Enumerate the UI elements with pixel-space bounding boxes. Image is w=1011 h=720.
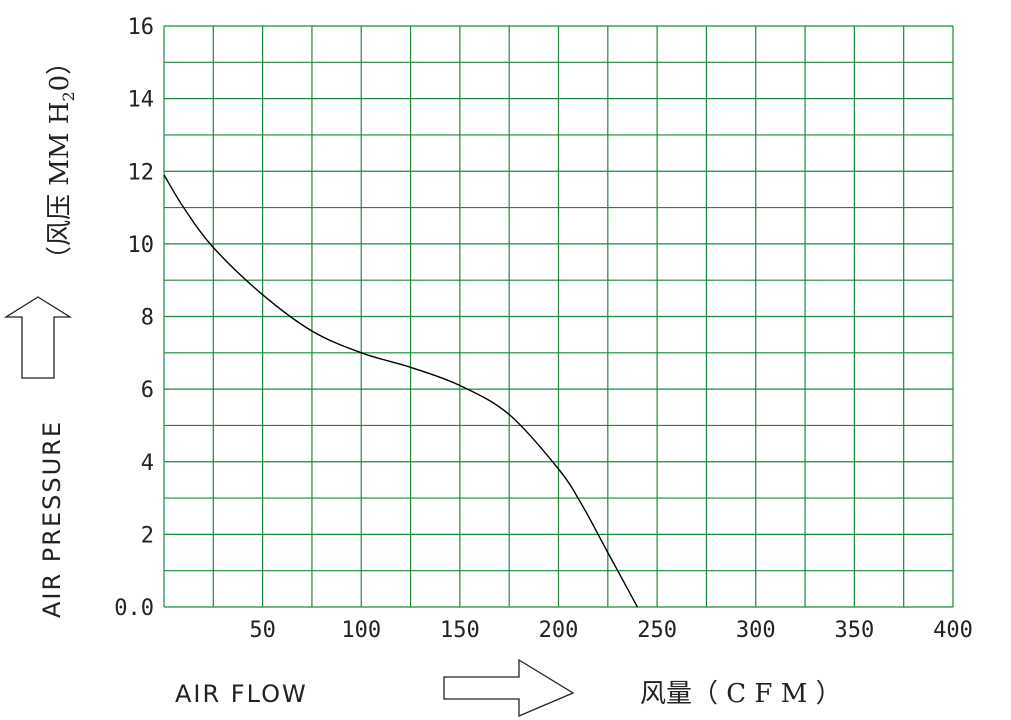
x-tick-label: 50 (249, 618, 276, 643)
y-axis-label-cn-sub: 2 (59, 91, 78, 101)
y-tick-label: 8 (141, 306, 154, 331)
y-axis-arrow-icon (3, 296, 73, 379)
y-tick-label: 6 (141, 378, 154, 403)
y-axis-ticks: 0.0 2 4 6 8 10 12 14 16 (114, 15, 154, 621)
x-axis-ticks: 50 100 150 200 250 300 350 400 (249, 618, 973, 643)
x-tick-label: 250 (637, 618, 677, 643)
y-tick-label: 0.0 (114, 596, 154, 621)
y-tick-label: 16 (128, 15, 155, 40)
y-axis-label-cn-main: （风压 MM H (45, 102, 75, 272)
chart-grid (163, 25, 954, 608)
x-tick-label: 400 (933, 618, 973, 643)
performance-curve-line (163, 174, 639, 608)
x-axis-label: AIR FLOW (175, 680, 308, 708)
x-tick-label: 300 (736, 618, 776, 643)
y-axis-label-cn-end: 0） (45, 49, 75, 92)
y-axis-label: AIR PRESSURE (38, 420, 66, 618)
x-axis-arrow-icon (443, 658, 575, 717)
y-tick-label: 12 (128, 160, 155, 185)
x-axis-label-cn: 风量（ C F M ） (640, 679, 842, 709)
x-tick-label: 350 (835, 618, 875, 643)
y-tick-label: 4 (141, 451, 154, 476)
y-axis-label-cn: （风压 MM H20） (45, 49, 78, 272)
y-tick-label: 14 (128, 88, 155, 113)
x-tick-label: 200 (539, 618, 579, 643)
y-tick-label: 10 (128, 233, 155, 258)
x-tick-label: 150 (440, 618, 480, 643)
x-tick-label: 100 (341, 618, 381, 643)
y-tick-label: 2 (141, 523, 154, 548)
chart-series (163, 174, 639, 608)
